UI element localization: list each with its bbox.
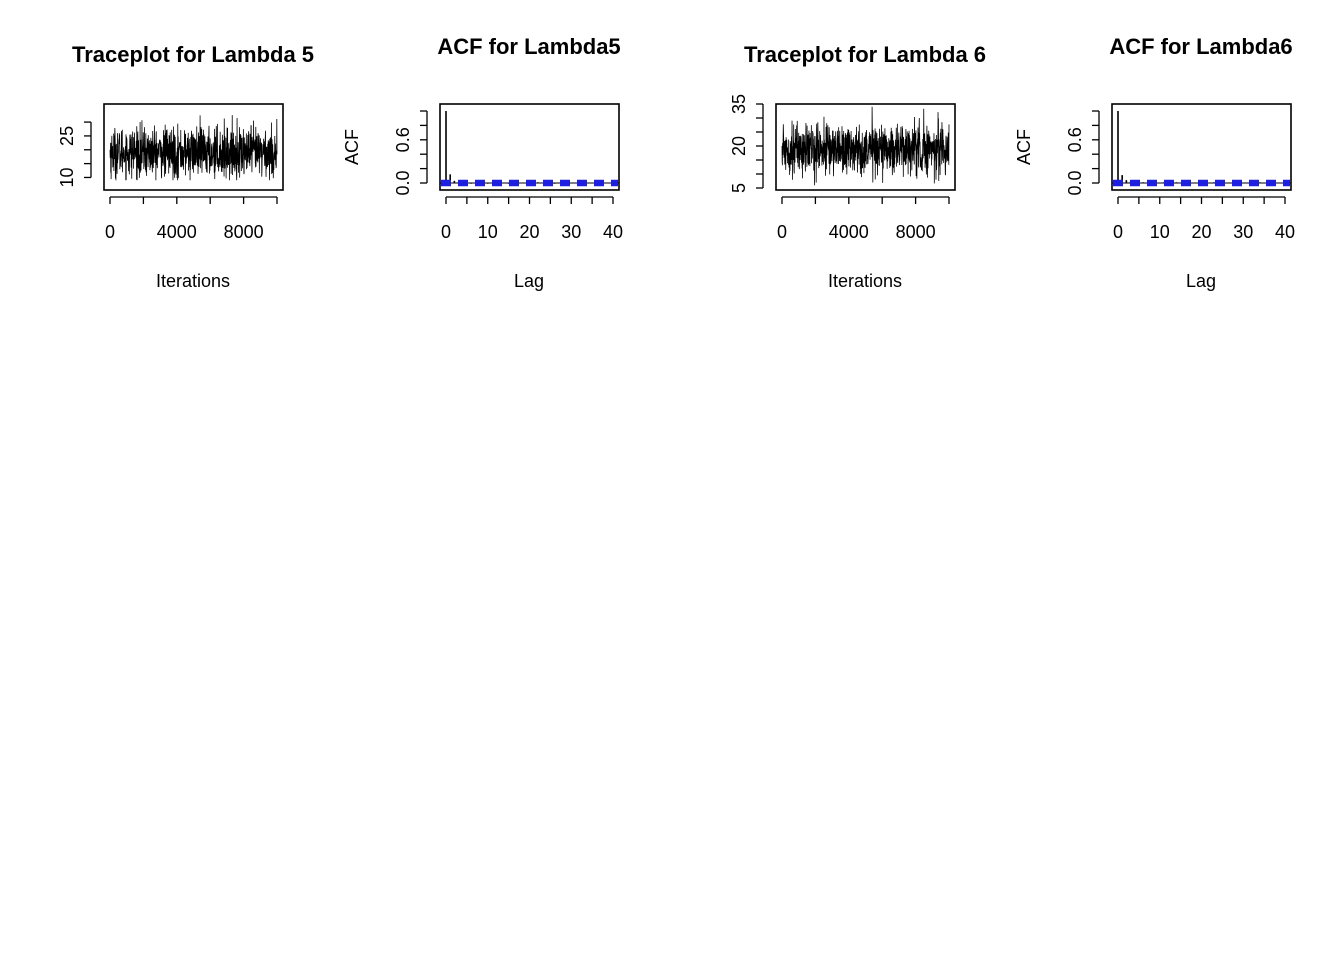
trace-plot-lambda6: Traceplot for Lambda 6 Iterations 0 4000 8…	[729, 42, 986, 291]
x-tick-label: 0	[1113, 222, 1123, 242]
x-tick-label: 30	[561, 222, 581, 242]
chart-title: ACF for Lambda5	[437, 34, 620, 59]
y-tick-label: 25	[57, 126, 77, 146]
chart-title: ACF for Lambda6	[1109, 34, 1292, 59]
trace-line	[109, 115, 278, 181]
x-tick-label: 8000	[224, 222, 264, 242]
acf-plot-lambda6: ACF for Lambda6 Lag ACF 0 10 20 30 40 0.0 0.6	[1014, 34, 1295, 291]
x-axis-label: Lag	[1186, 271, 1216, 291]
x-tick-label: 0	[777, 222, 787, 242]
y-tick-label: 0.6	[1065, 127, 1085, 152]
x-tick-label: 40	[603, 222, 623, 242]
x-tick-label: 10	[478, 222, 498, 242]
y-tick-label: 5	[729, 183, 749, 193]
x-tick-label: 10	[1150, 222, 1170, 242]
x-axis-label: Iterations	[156, 271, 230, 291]
chart-title: Traceplot for Lambda 5	[72, 42, 314, 67]
plot-frame	[775, 103, 956, 191]
x-tick-label: 40	[1275, 222, 1295, 242]
x-tick-label: 8000	[896, 222, 936, 242]
chart-title: Traceplot for Lambda 6	[744, 42, 986, 67]
x-tick-label: 4000	[157, 222, 197, 242]
plot-frame	[439, 103, 620, 191]
y-tick-label: 0.0	[393, 170, 413, 195]
x-tick-label: 20	[1191, 222, 1211, 242]
y-tick-label: 35	[729, 94, 749, 114]
plot-frame	[1111, 103, 1292, 191]
x-tick-label: 30	[1233, 222, 1253, 242]
x-axis-label: Iterations	[828, 271, 902, 291]
y-tick-label: 10	[57, 167, 77, 187]
y-tick-label: 0.0	[1065, 170, 1085, 195]
x-axis-label: Lag	[514, 271, 544, 291]
plot-frame	[103, 103, 284, 191]
trace-plot-lambda5: Traceplot for Lambda 5 Iterations 0 4000 8…	[57, 42, 314, 291]
x-tick-label: 4000	[829, 222, 869, 242]
x-tick-label: 0	[441, 222, 451, 242]
x-tick-label: 0	[105, 222, 115, 242]
x-tick-label: 20	[519, 222, 539, 242]
y-axis-label: ACF	[1014, 129, 1034, 165]
trace-line	[781, 106, 950, 186]
y-axis-label: ACF	[342, 129, 362, 165]
acf-plot-lambda5: ACF for Lambda5 Lag ACF 0 10 20 30 40 0.0 0.6	[342, 34, 623, 291]
y-tick-label: 0.6	[393, 127, 413, 152]
y-tick-label: 20	[729, 136, 749, 156]
